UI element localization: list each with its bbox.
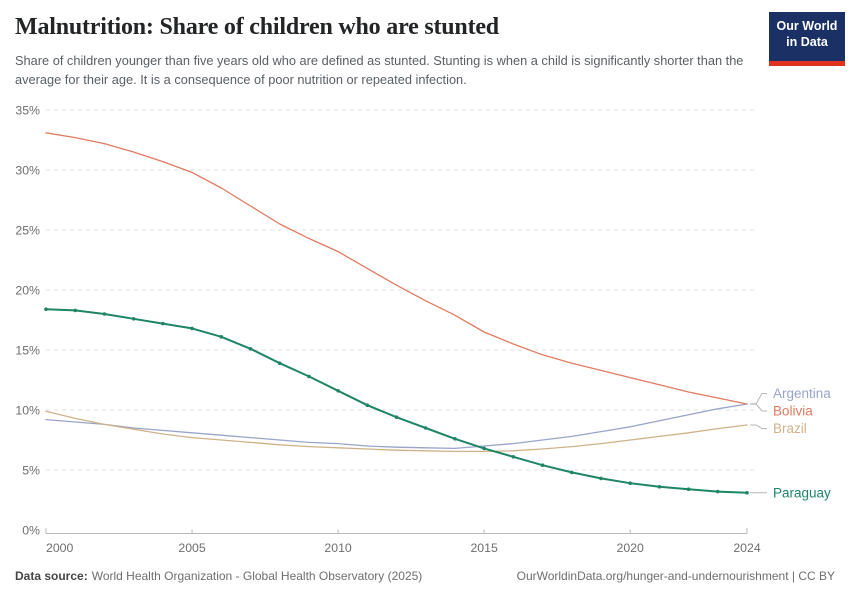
x-axis-label-2020: 2020 bbox=[616, 541, 644, 555]
owid-logo[interactable]: Our World in Data bbox=[769, 12, 845, 66]
marker-paraguay-2022 bbox=[686, 487, 691, 492]
marker-paraguay-2005 bbox=[190, 326, 194, 331]
marker-paraguay-2008 bbox=[277, 361, 282, 366]
line-bolivia[interactable] bbox=[45, 132, 748, 405]
marker-paraguay-2020 bbox=[628, 481, 632, 486]
data-source-value: World Health Organization - Global Healt… bbox=[91, 569, 423, 583]
marker-paraguay-2003 bbox=[131, 317, 136, 321]
marker-paraguay-2024 bbox=[745, 491, 749, 495]
y-axis-label-35: 35% bbox=[15, 103, 40, 117]
y-axis-label-30: 30% bbox=[15, 163, 40, 177]
line-paraguay[interactable] bbox=[45, 308, 748, 494]
legend-label-bolivia[interactable]: Bolivia bbox=[773, 404, 813, 419]
marker-paraguay-2013 bbox=[423, 426, 428, 430]
marker-paraguay-2006 bbox=[219, 335, 224, 339]
legend-label-argentina[interactable]: Argentina bbox=[773, 386, 831, 401]
marker-paraguay-2014 bbox=[453, 437, 457, 441]
marker-paraguay-2002 bbox=[102, 312, 107, 316]
marker-paraguay-2011 bbox=[365, 403, 370, 408]
marker-paraguay-2001 bbox=[73, 308, 78, 313]
y-axis-label-0: 0% bbox=[22, 523, 40, 537]
y-axis-label-25: 25% bbox=[15, 223, 40, 237]
y-axis-label-15: 15% bbox=[15, 343, 40, 357]
marker-paraguay-2007 bbox=[248, 347, 253, 351]
x-axis-label-2000: 2000 bbox=[46, 541, 74, 555]
marker-paraguay-2021 bbox=[657, 485, 662, 489]
legend-label-paraguay[interactable]: Paraguay bbox=[773, 485, 831, 500]
y-axis-label-10: 10% bbox=[15, 403, 40, 417]
marker-paraguay-2004 bbox=[161, 321, 165, 326]
marker-paraguay-2017 bbox=[540, 463, 545, 468]
line-argentina[interactable] bbox=[45, 403, 748, 450]
marker-paraguay-2009 bbox=[307, 374, 311, 379]
marker-paraguay-2015 bbox=[482, 446, 486, 451]
marker-paraguay-2000 bbox=[44, 307, 48, 312]
legend-connector-bolivia bbox=[750, 403, 767, 412]
page-title: Malnutrition: Share of children who are … bbox=[15, 14, 499, 40]
y-axis-label-5: 5% bbox=[22, 463, 40, 477]
marker-paraguay-2010 bbox=[336, 389, 340, 393]
owid-logo-line1: Our World bbox=[776, 19, 838, 33]
x-axis-label-2024: 2024 bbox=[733, 541, 761, 555]
data-source-note: Data source: World Health Organization - … bbox=[15, 569, 422, 583]
marker-paraguay-2019 bbox=[599, 476, 603, 481]
marker-paraguay-2016 bbox=[511, 455, 516, 459]
line-brazil[interactable] bbox=[45, 410, 748, 453]
x-axis-label-2010: 2010 bbox=[324, 541, 352, 555]
x-axis-label-2005: 2005 bbox=[178, 541, 206, 555]
marker-paraguay-2012 bbox=[394, 415, 399, 420]
legend-connector-brazil bbox=[750, 424, 767, 429]
chart-subtitle: Share of children younger than five year… bbox=[15, 53, 744, 87]
x-axis-label-2015: 2015 bbox=[470, 541, 498, 555]
marker-paraguay-2018 bbox=[569, 470, 574, 475]
legend-connector-argentina bbox=[750, 393, 767, 405]
attribution-link[interactable]: OurWorldinData.org/hunger-and-undernouri… bbox=[516, 569, 835, 583]
legend-label-brazil[interactable]: Brazil bbox=[773, 421, 807, 436]
owid-logo-line2: in Data bbox=[786, 35, 828, 49]
y-axis-label-20: 20% bbox=[15, 283, 40, 297]
marker-paraguay-2023 bbox=[715, 489, 720, 494]
data-source-label: Data source: bbox=[15, 569, 88, 583]
